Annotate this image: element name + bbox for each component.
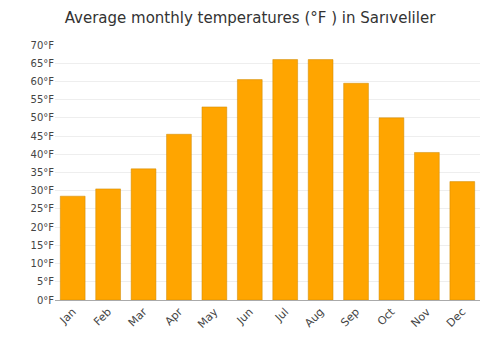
svg-text:20°F: 20°F [31, 222, 55, 233]
svg-text:55°F: 55°F [31, 94, 55, 105]
svg-text:Feb: Feb [91, 306, 114, 329]
svg-text:Jul: Jul [272, 306, 291, 325]
svg-text:70°F: 70°F [31, 40, 55, 51]
svg-text:May: May [195, 305, 221, 331]
svg-text:35°F: 35°F [31, 167, 55, 178]
svg-text:Aug: Aug [302, 306, 326, 330]
svg-text:30°F: 30°F [31, 185, 55, 196]
svg-text:40°F: 40°F [31, 149, 55, 160]
svg-text:50°F: 50°F [31, 112, 55, 123]
svg-text:15°F: 15°F [31, 240, 55, 251]
svg-text:Jan: Jan [57, 306, 79, 328]
svg-text:Nov: Nov [409, 305, 434, 330]
svg-text:60°F: 60°F [31, 76, 55, 87]
svg-text:10°F: 10°F [31, 258, 55, 269]
svg-text:Jun: Jun [234, 305, 256, 327]
svg-text:5°F: 5°F [37, 276, 54, 287]
svg-text:Mar: Mar [126, 305, 150, 329]
svg-text:45°F: 45°F [31, 131, 55, 142]
svg-text:Oct: Oct [375, 305, 398, 328]
svg-text:Dec: Dec [444, 306, 468, 330]
svg-text:0°F: 0°F [37, 295, 54, 306]
svg-text:Apr: Apr [162, 305, 185, 328]
svg-text:65°F: 65°F [31, 58, 55, 69]
svg-text:25°F: 25°F [31, 203, 55, 214]
svg-text:Average monthly temperatures (: Average monthly temperatures (°F ) in Sa… [65, 9, 436, 27]
svg-text:Sep: Sep [338, 306, 362, 330]
